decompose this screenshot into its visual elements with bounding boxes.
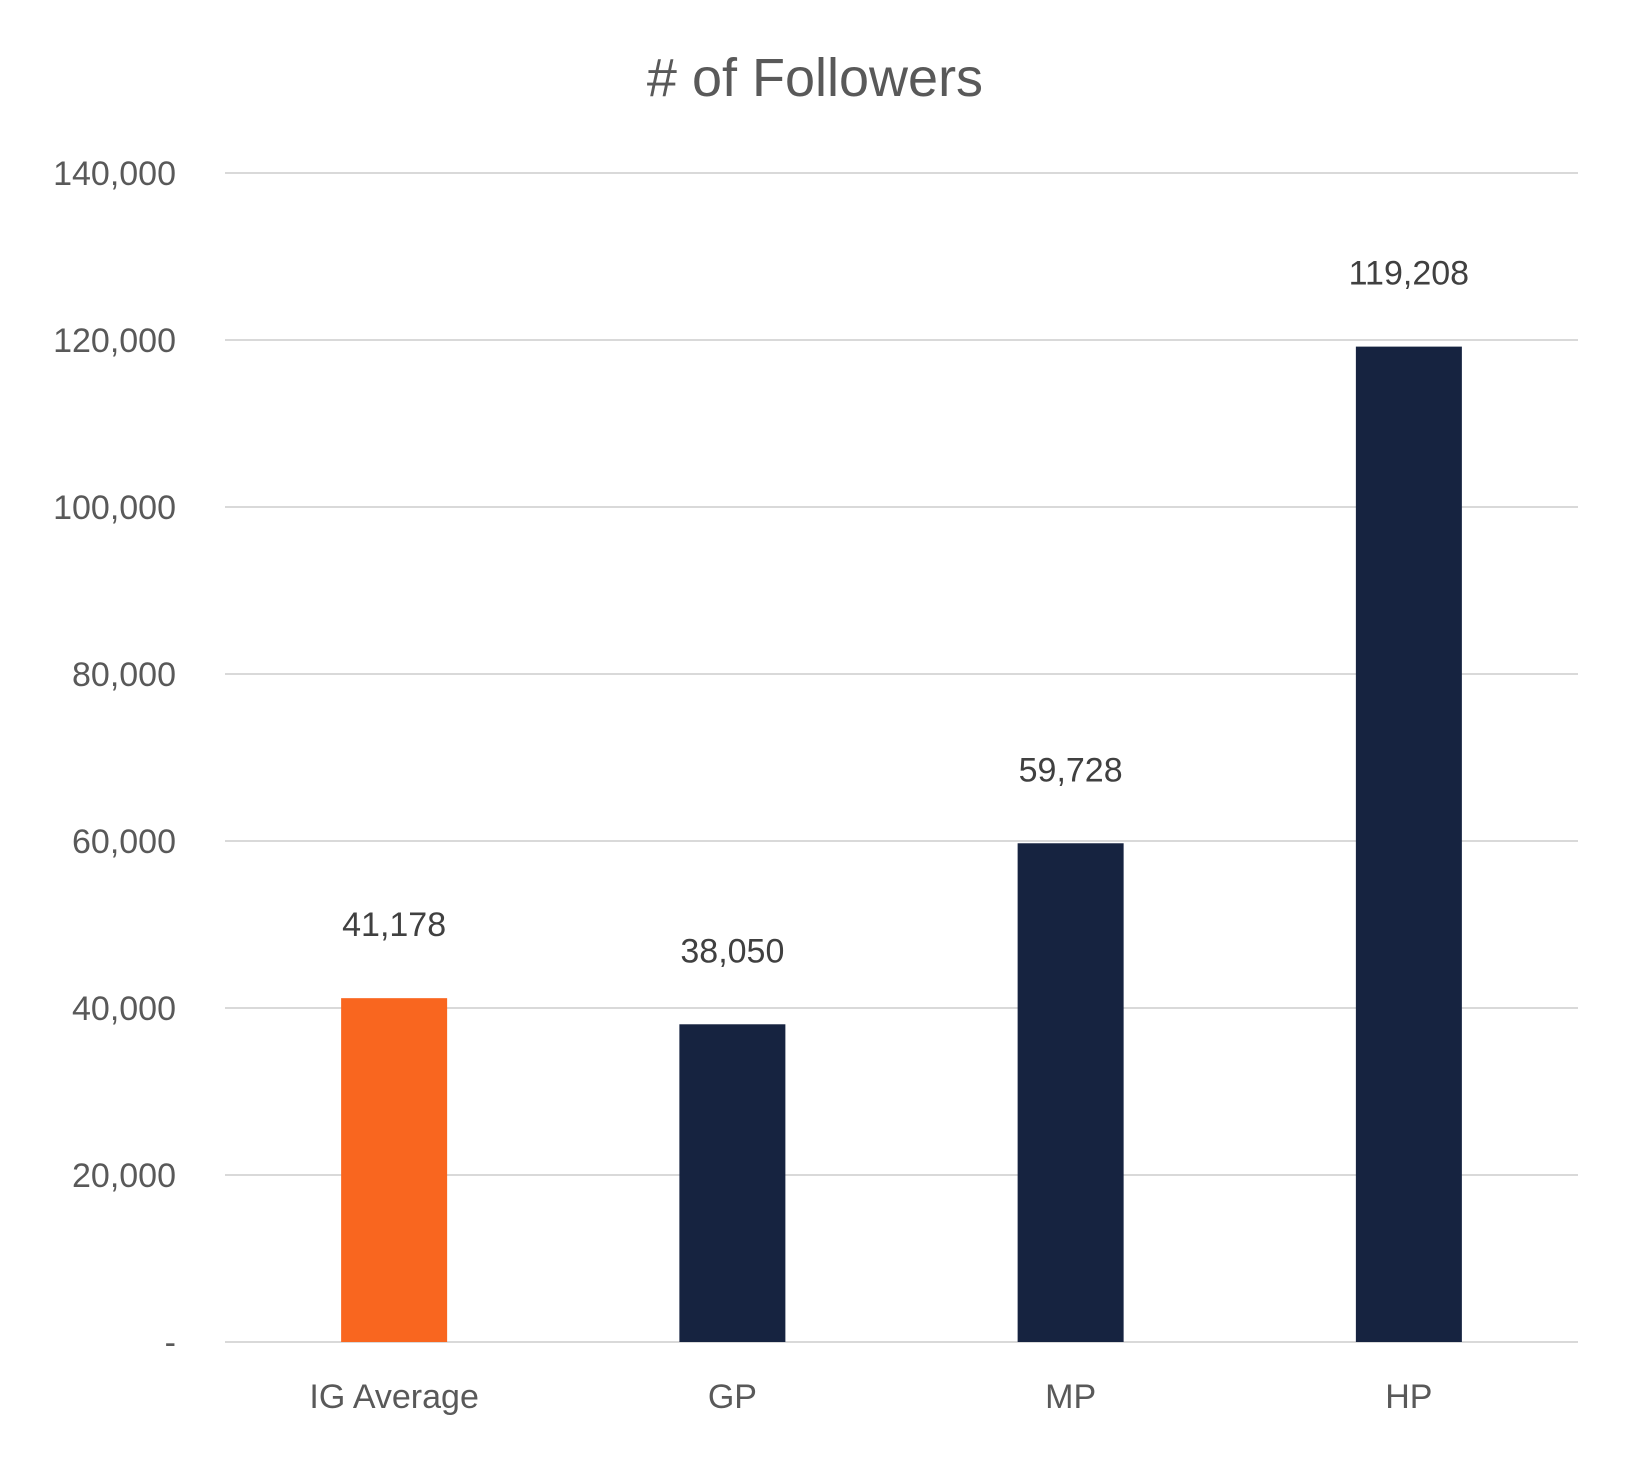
chart-title: # of Followers — [647, 48, 983, 108]
data-label: 38,050 — [680, 932, 784, 970]
gridlines — [225, 172, 1578, 1343]
x-axis-category-labels: IG Average GP MP HP — [309, 1378, 1432, 1416]
x-category-label: GP — [708, 1378, 757, 1416]
y-tick-label: 20,000 — [72, 1157, 176, 1195]
bar-hp — [1355, 346, 1462, 1343]
x-category-label: HP — [1385, 1378, 1432, 1416]
bar-gp — [679, 1024, 786, 1342]
x-category-label: MP — [1045, 1378, 1096, 1416]
y-tick-label: 140,000 — [53, 155, 176, 193]
y-tick-label: 80,000 — [72, 656, 176, 694]
bar-mp — [1017, 843, 1124, 1342]
data-label: 119,208 — [1349, 255, 1469, 293]
data-labels: 41,178 38,050 59,728 119,208 — [342, 255, 1469, 971]
y-tick-label: - — [165, 1324, 176, 1362]
y-tick-label: 100,000 — [53, 489, 176, 527]
bar-ig-average — [341, 998, 448, 1342]
x-category-label: IG Average — [309, 1378, 479, 1416]
y-tick-label: 120,000 — [53, 322, 176, 360]
data-label: 59,728 — [1019, 751, 1123, 789]
y-axis-tick-labels: - 20,000 40,000 60,000 80,000 100,000 120,000 1… — [53, 155, 176, 1362]
y-tick-label: 40,000 — [72, 990, 176, 1028]
bars — [341, 346, 1462, 1343]
data-label: 41,178 — [342, 906, 446, 944]
y-tick-label: 60,000 — [72, 823, 176, 861]
